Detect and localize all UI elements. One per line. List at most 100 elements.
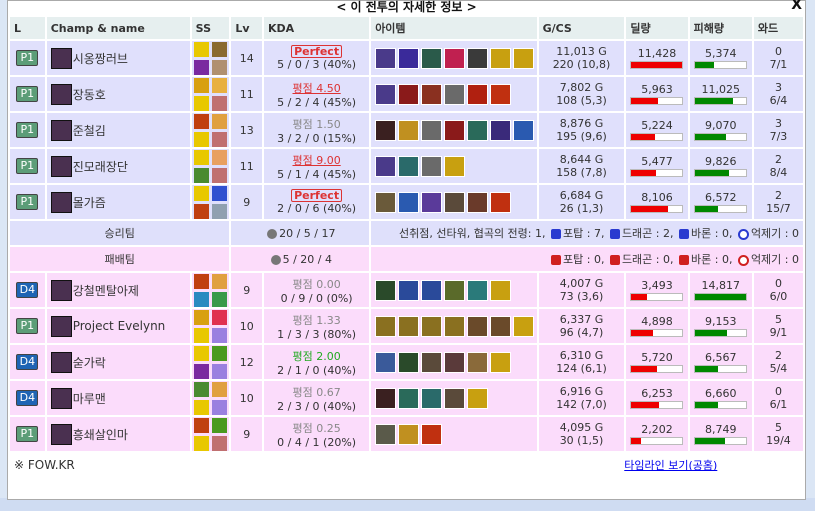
baron-icon: [679, 229, 689, 239]
damage-taken: 9,153: [705, 315, 737, 328]
item-icon: [444, 83, 466, 105]
ward-detail: 8/4: [769, 166, 788, 179]
timeline-link[interactable]: 타임라인 보기(공홈): [624, 459, 718, 472]
gold: 4,095 G: [559, 421, 604, 434]
summoner-name[interactable]: 시옹짱러브: [72, 51, 128, 66]
item-icon: [398, 155, 420, 177]
wards-cell: 0 7/1: [753, 41, 803, 75]
summoner-name[interactable]: 숟가락: [72, 355, 106, 370]
champion-icon[interactable]: [50, 387, 72, 409]
damage-taken-bar: [694, 61, 748, 69]
champion-icon[interactable]: [50, 119, 72, 141]
damage-dealt-bar: [630, 365, 684, 373]
champion-icon[interactable]: [50, 279, 72, 301]
champion-icon[interactable]: [50, 423, 72, 445]
damage-dealt-cell: 8,106: [626, 185, 688, 219]
gold-cs-cell: 8,644 G 158 (7,8): [538, 149, 625, 183]
champ-cell: 숟가락: [46, 345, 190, 379]
damage-taken-bar: [694, 437, 748, 445]
summoner-spell-icon: [194, 41, 210, 57]
summoner-spell-icon: [212, 327, 228, 343]
champion-icon[interactable]: [50, 155, 72, 177]
win-summary-row: 승리팀 20 / 5 / 17 선취점, 선타워, 협곡의 전령: 1, 포탑 …: [10, 221, 803, 245]
wards-cell: 5 19/4: [753, 417, 803, 451]
kda-medal-icon: [267, 228, 278, 239]
damage-dealt: 5,224: [641, 119, 673, 132]
kda-value: 2 / 1 / 0 (40%): [277, 363, 357, 377]
win-objectives: 선취점, 선타워, 협곡의 전령: 1, 포탑 : 7, 드래곤 : 2, 바론…: [371, 221, 803, 245]
item-icon: [467, 279, 489, 301]
column-header: L: [10, 17, 45, 39]
level: 13: [231, 113, 263, 147]
summoner-spell-icon: [194, 149, 210, 165]
lose-summary-row: 패배팀 5 / 20 / 4 포탑 : 0, 드래곤 : 0, 바론 : 0, …: [10, 247, 803, 271]
summoner-name[interactable]: 몰가즘: [72, 195, 106, 210]
kda-value: 0 / 4 / 1 (20%): [277, 435, 357, 449]
summoner-spell-icon: [194, 345, 210, 361]
summoner-spell-icon: [212, 41, 228, 57]
summoner-spell-icon: [212, 435, 228, 451]
items-cell: [371, 185, 537, 219]
summoner-name[interactable]: Project Evelynn: [72, 319, 166, 333]
tier-badge: D4: [16, 282, 39, 298]
summoner-spell-icon: [194, 185, 210, 201]
title-text: < 이 전투의 자세한 정보 >: [336, 0, 477, 14]
summoner-spell-icon: [194, 399, 210, 415]
ward-detail: 6/1: [769, 398, 788, 411]
spells-cell: [191, 345, 230, 379]
kda-score[interactable]: 평점 4.50: [292, 81, 341, 95]
kda-score[interactable]: 평점 9.00: [292, 153, 341, 167]
gold: 6,310 G: [559, 349, 604, 362]
tier-cell: D4: [10, 345, 45, 379]
column-header: Lv: [231, 17, 263, 39]
summoner-name[interactable]: 장동호: [72, 87, 106, 102]
damage-dealt: 6,253: [641, 387, 673, 400]
cs: 142 (7,0): [556, 398, 607, 411]
kda-value: 3 / 2 / 0 (15%): [277, 131, 357, 145]
column-header: KDA: [264, 17, 370, 39]
kda-value: 5 / 2 / 4 (45%): [277, 95, 357, 109]
damage-taken-bar: [694, 133, 748, 141]
items-cell: [371, 113, 537, 147]
summoner-name[interactable]: 강철멘탈아제: [72, 283, 139, 298]
ward-detail: 7/1: [769, 58, 788, 71]
summoner-name[interactable]: 흥쇄살인마: [72, 427, 128, 442]
win-label: 승리팀: [10, 221, 230, 245]
champion-icon[interactable]: [50, 83, 72, 105]
champ-cell: 진모래장단: [46, 149, 190, 183]
damage-dealt: 5,963: [641, 83, 673, 96]
item-icon: [490, 83, 512, 105]
champ-cell: 장동호: [46, 77, 190, 111]
cs: 96 (4,7): [559, 326, 604, 339]
gold-cs-cell: 6,310 G 124 (6,1): [538, 345, 625, 379]
wards-cell: 0 6/0: [753, 273, 803, 307]
summoner-spell-icon: [212, 291, 228, 307]
item-icon: [467, 47, 489, 69]
item-icon: [421, 387, 443, 409]
ward-detail: 15/7: [766, 202, 791, 215]
damage-dealt-cell: 5,720: [626, 345, 688, 379]
damage-dealt: 2,202: [641, 423, 673, 436]
champion-icon[interactable]: [50, 315, 72, 337]
kda-cell: 평점 0.67 2 / 3 / 0 (40%): [264, 381, 370, 415]
tier-badge: P1: [16, 50, 39, 66]
champion-icon[interactable]: [50, 47, 72, 69]
gold-cs-cell: 11,013 G 220 (10,8): [538, 41, 625, 75]
summoner-spell-icon: [194, 77, 210, 93]
champion-icon[interactable]: [50, 351, 72, 373]
item-icon: [375, 191, 397, 213]
item-icon: [467, 119, 489, 141]
kda-score: 평점 2.00: [292, 349, 341, 363]
column-header: 딜량: [626, 17, 688, 39]
summoner-name[interactable]: 마루맨: [72, 391, 106, 406]
champion-icon[interactable]: [50, 191, 72, 213]
item-icon: [490, 191, 512, 213]
summoner-name[interactable]: 진모래장단: [72, 159, 128, 174]
item-icon: [513, 315, 535, 337]
level: 11: [231, 77, 263, 111]
close-icon[interactable]: X: [791, 0, 802, 13]
summoner-name[interactable]: 준철김: [72, 123, 106, 138]
damage-dealt-cell: 2,202: [626, 417, 688, 451]
ward-detail: 5/4: [769, 362, 788, 375]
damage-taken: 8,749: [705, 423, 737, 436]
